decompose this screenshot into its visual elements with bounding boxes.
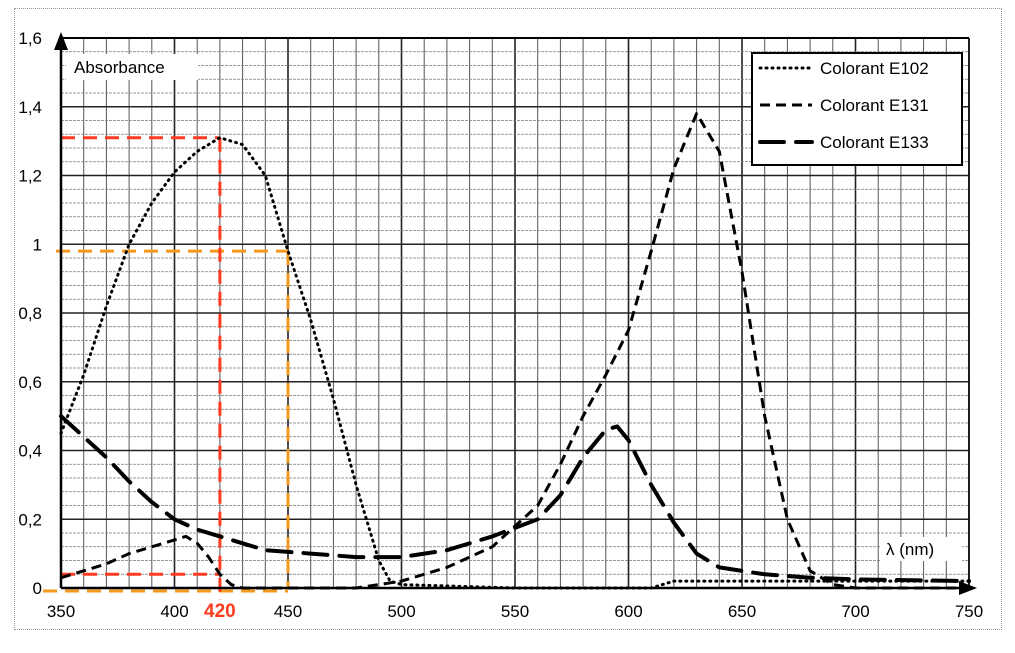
series-lines — [59, 112, 971, 590]
legend-label: Colorant E102 — [820, 59, 929, 78]
x-axis-arrow — [959, 581, 977, 595]
x-axis-label-box: λ (nm) — [880, 537, 962, 561]
legend-label: Colorant E131 — [820, 96, 929, 115]
x-tick-label: 450 — [274, 602, 302, 621]
y-axis-arrow — [54, 32, 68, 50]
y-axis-label-box: Absorbance — [66, 54, 198, 80]
y-tick-label: 1,4 — [18, 98, 42, 117]
x-tick-label: 500 — [387, 602, 415, 621]
y-tick-label: 0,2 — [18, 510, 42, 529]
series-line-colorant-e102 — [59, 136, 971, 590]
y-tick-label: 0,6 — [18, 373, 42, 392]
y-tick-label: 1,6 — [18, 29, 42, 48]
x-axis-label: λ (nm) — [886, 540, 934, 559]
figure-frame — [14, 8, 1002, 630]
x-tick-label: 600 — [614, 602, 642, 621]
axes — [54, 32, 977, 595]
grid — [60, 37, 970, 589]
y-axis-label: Absorbance — [74, 58, 165, 77]
y-tick-label: 1,2 — [18, 167, 42, 186]
x-tick-label: 400 — [160, 602, 188, 621]
y-tick-label: 0,4 — [18, 442, 42, 461]
series-line-colorant-e131 — [60, 112, 969, 590]
x-tick-label: 750 — [955, 602, 983, 621]
x-tick-label: 650 — [728, 602, 756, 621]
y-tick-label: 0 — [33, 579, 42, 598]
legend-label: Colorant E133 — [820, 133, 929, 152]
annotation-420-label: 420 — [204, 601, 236, 622]
series-line-colorant-e133 — [59, 414, 971, 584]
x-tick-label: 700 — [841, 602, 869, 621]
x-tick-label: 350 — [47, 602, 75, 621]
legend: Colorant E102 Colorant E131 Colorant E133 — [751, 52, 963, 166]
x-tick-label: 550 — [501, 602, 529, 621]
y-tick-label: 1 — [33, 235, 42, 254]
annotation-lines — [43, 136, 290, 608]
y-tick-label: 0,8 — [18, 304, 42, 323]
tick-labels: 350 400 450 500 550 600 650 700 750 0 0,2 0,4 0,6 0,8… — [18, 29, 983, 622]
